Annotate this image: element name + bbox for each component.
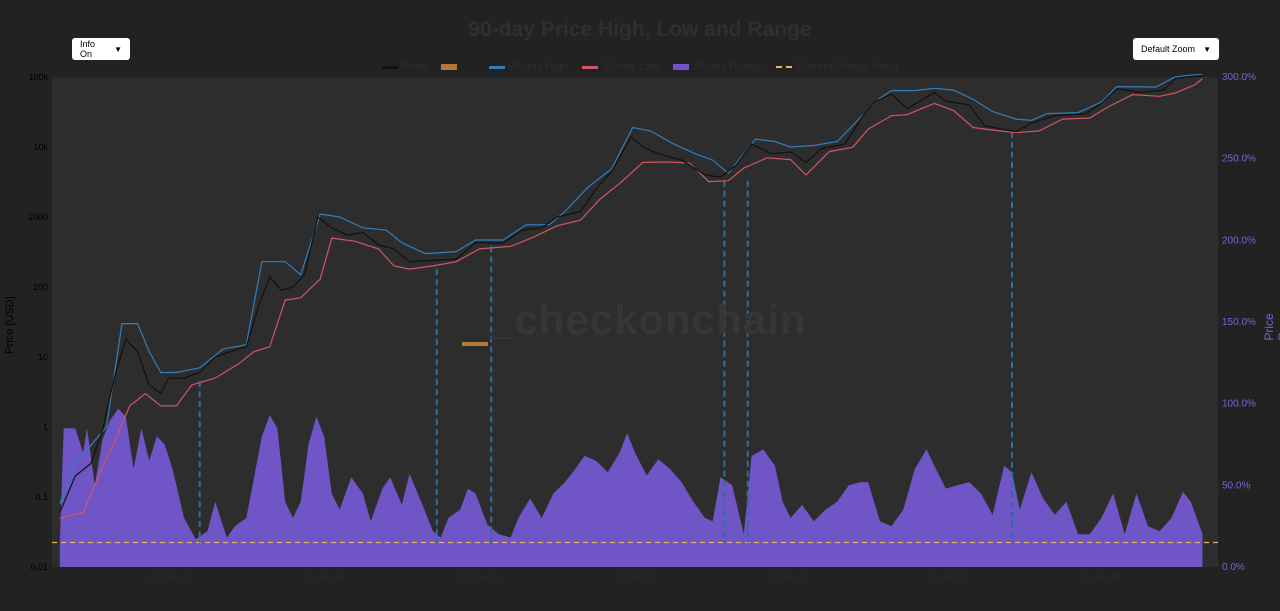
y-right-tick-3: 150.0%	[1222, 317, 1256, 328]
y-right-tick-1: 50.0%	[1222, 480, 1250, 491]
legend-swatch-range	[672, 64, 689, 70]
y-right-tick-2: 100.0%	[1222, 399, 1256, 410]
legend-entry-low[interactable]: 90-day Low	[581, 61, 659, 73]
watermark: _checkonchain	[490, 296, 807, 343]
legend-entry-range[interactable]: 90-day Range	[672, 61, 762, 73]
zoom-dropdown-label: Default Zoom	[1141, 44, 1196, 54]
y-right-tick-4: 200.0%	[1222, 235, 1256, 246]
x-tick-0: 01 Jan 12	[149, 572, 189, 582]
legend-label-range: 90-day Range	[692, 61, 762, 73]
price-line-series	[59, 74, 1203, 513]
y-axis-right-label: Price Range	[1262, 305, 1280, 341]
legend-swatch-high	[488, 65, 505, 69]
y-right-tick-6: 300.0%	[1222, 72, 1256, 83]
x-tick-6: 01 Jan 24	[1082, 572, 1122, 582]
x-tick-2: 01 Jan 16	[460, 572, 500, 582]
legend-entry-price[interactable]: Price	[381, 61, 427, 73]
y-left-tick-2: 1	[43, 422, 48, 432]
y-right-tick-5: 250.0%	[1222, 154, 1256, 165]
legend-entry-marker[interactable]	[440, 61, 461, 73]
x-tick-4: 01 Jan 20	[771, 572, 811, 582]
legend-entry-high[interactable]: 90-day High	[488, 61, 568, 73]
range-area-series	[59, 408, 1203, 567]
info-dropdown[interactable]: Info On ▼	[72, 38, 130, 60]
x-tick-3: 01 Jan 18	[615, 572, 655, 582]
x-tick-5: 01 Jan 22	[926, 572, 966, 582]
chevron-down-icon: ▼	[114, 44, 122, 54]
y-left-tick-0: 0.01	[30, 562, 48, 572]
chevron-down-icon: ▼	[1203, 44, 1211, 54]
y-left-tick-5: 1000	[28, 212, 48, 222]
info-dropdown-label: Info On	[80, 39, 96, 59]
legend-label-price: Price	[401, 61, 427, 73]
legend-swatch-marker	[440, 64, 457, 70]
legend-label-low: 90-day Low	[601, 61, 659, 73]
chart-title: 90-day Price High, Low and Range	[468, 18, 812, 41]
y-left-tick-4: 100	[33, 282, 48, 292]
legend-swatch-low	[581, 65, 598, 69]
zoom-dropdown[interactable]: Default Zoom ▼	[1133, 38, 1219, 60]
y-left-tick-1: 0.1	[35, 492, 48, 502]
legend-label-high: 90-day High	[508, 61, 568, 73]
y-right-tick-0: 0.0%	[1222, 562, 1245, 573]
y-left-tick-7: 100k	[28, 72, 48, 82]
legend-label-current-range: Current Range Value	[795, 61, 899, 73]
legend-swatch-current-range	[775, 66, 792, 68]
x-tick-1: 01 Jan 14	[304, 572, 344, 582]
legend-swatch-price	[381, 65, 398, 69]
marker-swatch	[462, 342, 488, 346]
y-axis-left-label: Price [USD]	[4, 296, 16, 354]
high-line-series	[59, 74, 1203, 505]
legend: Price 90-day High 90-day Low 90-day Rang…	[0, 61, 1280, 73]
low-line-series	[59, 78, 1203, 519]
legend-entry-current-range[interactable]: Current Range Value	[775, 61, 899, 73]
y-left-tick-3: 10	[38, 352, 48, 362]
y-left-tick-6: 10k	[33, 142, 48, 152]
